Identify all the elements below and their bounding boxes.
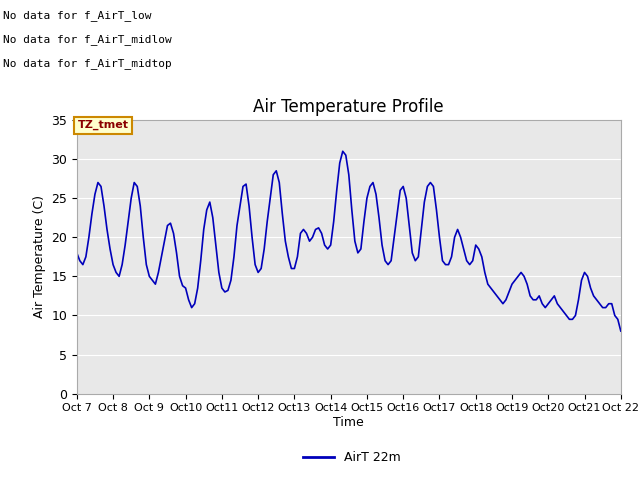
X-axis label: Time: Time	[333, 416, 364, 429]
Title: Air Temperature Profile: Air Temperature Profile	[253, 97, 444, 116]
Text: TZ_tmet: TZ_tmet	[77, 120, 129, 130]
Text: No data for f_AirT_midlow: No data for f_AirT_midlow	[3, 34, 172, 45]
Y-axis label: Air Temperature (C): Air Temperature (C)	[33, 195, 45, 318]
Legend: AirT 22m: AirT 22m	[298, 446, 406, 469]
Text: No data for f_AirT_midtop: No data for f_AirT_midtop	[3, 58, 172, 69]
Text: No data for f_AirT_low: No data for f_AirT_low	[3, 10, 152, 21]
